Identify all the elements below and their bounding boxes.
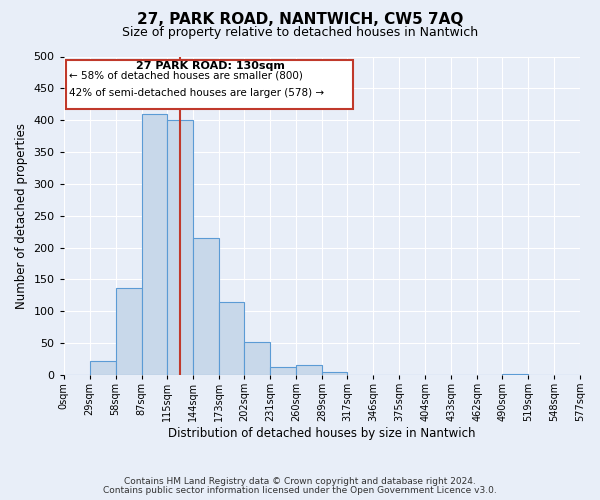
Bar <box>89 361 116 375</box>
Bar <box>218 302 244 375</box>
Text: ← 58% of detached houses are smaller (800): ← 58% of detached houses are smaller (80… <box>69 71 303 81</box>
Text: Contains HM Land Registry data © Crown copyright and database right 2024.: Contains HM Land Registry data © Crown c… <box>124 477 476 486</box>
Bar <box>167 120 193 375</box>
Text: 27, PARK ROAD, NANTWICH, CW5 7AQ: 27, PARK ROAD, NANTWICH, CW5 7AQ <box>137 12 463 28</box>
X-axis label: Distribution of detached houses by size in Nantwich: Distribution of detached houses by size … <box>168 427 476 440</box>
FancyBboxPatch shape <box>66 60 353 109</box>
Bar <box>244 342 271 375</box>
Bar <box>193 238 218 375</box>
Text: Size of property relative to detached houses in Nantwich: Size of property relative to detached ho… <box>122 26 478 39</box>
Bar <box>116 288 142 375</box>
Text: 42% of semi-detached houses are larger (578) →: 42% of semi-detached houses are larger (… <box>69 88 324 99</box>
Bar <box>502 374 528 375</box>
Bar <box>142 114 167 375</box>
Bar <box>271 368 296 375</box>
Bar <box>322 372 347 375</box>
Bar <box>296 365 322 375</box>
Text: 27 PARK ROAD: 130sqm: 27 PARK ROAD: 130sqm <box>136 62 285 72</box>
Y-axis label: Number of detached properties: Number of detached properties <box>15 122 28 308</box>
Text: Contains public sector information licensed under the Open Government Licence v3: Contains public sector information licen… <box>103 486 497 495</box>
